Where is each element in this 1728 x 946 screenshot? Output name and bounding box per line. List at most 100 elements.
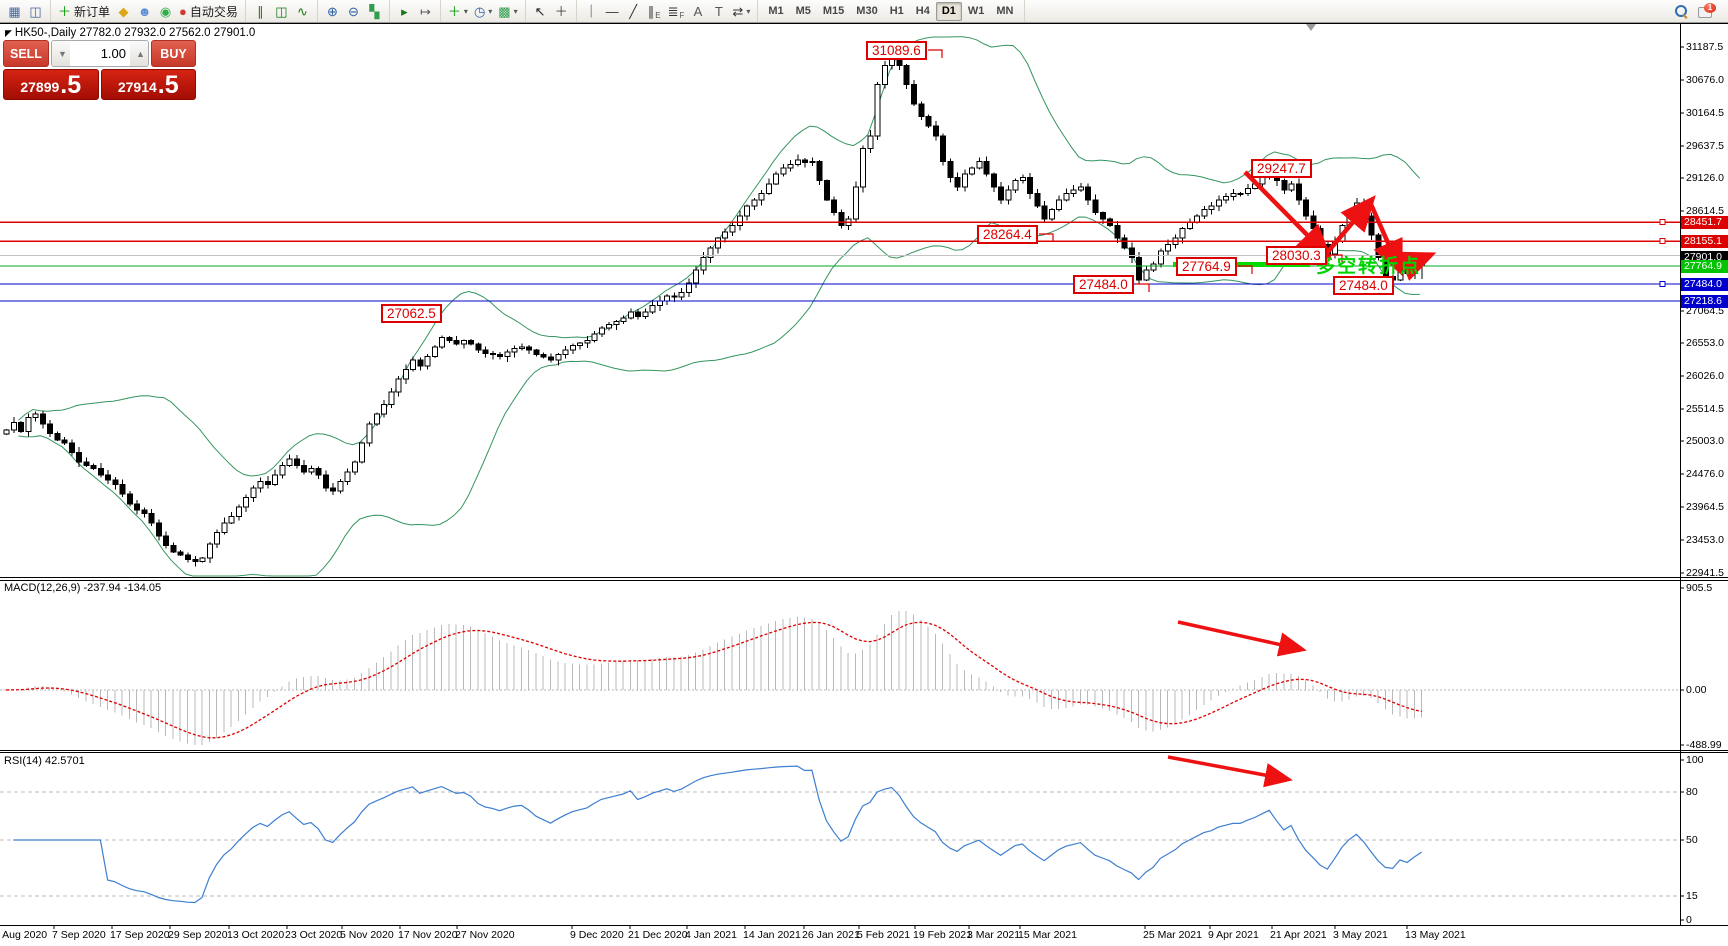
turning-point-annotation[interactable]: 多空转折点: [1316, 256, 1422, 277]
price-annotation-box[interactable]: 27484.0: [1333, 276, 1394, 295]
sell-price-panel[interactable]: 27899.5: [3, 69, 99, 100]
expert-advisors-button[interactable]: ☻: [134, 2, 155, 21]
price-axis-tick-label: 24476.0: [1686, 468, 1724, 480]
timeframe-m15[interactable]: M15: [817, 2, 850, 21]
macd-axis-tick-label: 0.00: [1686, 684, 1707, 696]
sell-button[interactable]: SELL: [3, 40, 49, 67]
templates-button[interactable]: ▩ ▾: [495, 2, 520, 21]
tool-letter: E: [655, 10, 661, 20]
indicators-icon: ＋: [447, 3, 461, 19]
time-axis-tick-label: 21 Dec 2020: [628, 929, 688, 941]
timeframe-h4[interactable]: H4: [910, 2, 936, 21]
indicators-button[interactable]: ＋ ▾: [445, 2, 471, 21]
rsi-axis-tick-label: 80: [1686, 786, 1698, 798]
volume-input[interactable]: [69, 41, 130, 66]
market-watch-button[interactable]: ◆: [113, 2, 134, 21]
price-annotation-box[interactable]: 27062.5: [381, 304, 442, 323]
timeframe-group: M1 M5 M15 M30 H1 H4 D1 W1 MN: [758, 0, 1025, 22]
new-order-icon: ＋: [58, 3, 72, 19]
time-axis-tick-label: 13 May 2021: [1405, 929, 1466, 941]
fibonacci-tool[interactable]: ≣ F: [665, 2, 688, 21]
autotrading-button[interactable]: ● 自动交易: [176, 2, 241, 21]
text-icon: A: [693, 3, 703, 19]
price-axis-tick-label: 30676.0: [1686, 74, 1724, 86]
price-axis-tick-label: 23453.0: [1686, 534, 1724, 546]
toolbar-group: ⊕ ⊖ ▚: [318, 0, 390, 22]
time-axis-tick-label: 5 Aug 2020: [0, 929, 48, 941]
text-tool[interactable]: A: [687, 2, 708, 21]
horizontal-line-tool[interactable]: —: [602, 2, 623, 21]
chart-profiles-button[interactable]: ◫: [25, 2, 46, 21]
volume-decrease-button[interactable]: ▼: [51, 41, 70, 66]
timeframe-m1[interactable]: M1: [762, 2, 789, 21]
buy-price-pips: .5: [157, 71, 179, 99]
chart-shift-button[interactable]: ↦: [415, 2, 436, 21]
templates-icon: ▩: [498, 3, 511, 19]
signals-button[interactable]: ◉: [155, 2, 176, 21]
expert-advisors-icon: ☻: [137, 3, 152, 19]
toolbar-group: ↖ ＋: [526, 0, 577, 22]
tile-windows-button[interactable]: ▚: [364, 2, 385, 21]
time-axis-tick-label: 9 Dec 2020: [570, 929, 624, 941]
trendline-tool[interactable]: ╱: [623, 2, 644, 21]
timeframe-mn[interactable]: MN: [990, 2, 1019, 21]
buy-price-panel[interactable]: 27914.5: [100, 69, 196, 100]
price-annotation-box[interactable]: 28264.4: [977, 225, 1038, 244]
macd-axis-tick-label: -488.99: [1686, 739, 1722, 751]
zoom-in-button[interactable]: ⊕: [322, 2, 343, 21]
price-annotation-box[interactable]: 29247.7: [1251, 159, 1312, 178]
time-axis-tick-label: 17 Sep 2020: [110, 929, 170, 941]
chat-notifications-icon[interactable]: 1: [1698, 2, 1716, 18]
price-axis-tick-label: 29126.0: [1686, 172, 1724, 184]
channel-icon: ∥: [647, 3, 655, 19]
dropdown-caret-icon: ▾: [513, 6, 518, 16]
timeframe-w1[interactable]: W1: [962, 2, 991, 21]
bar-chart-type-icon: ∥: [257, 3, 264, 19]
crosshair-tool-icon: ＋: [554, 3, 568, 19]
bar-chart-type-button[interactable]: ∥: [250, 2, 271, 21]
timeframe-m30[interactable]: M30: [850, 2, 883, 21]
new-chart-icon: ▦: [8, 3, 21, 19]
periods-button[interactable]: ◷ ▾: [471, 2, 495, 21]
vertical-line-tool[interactable]: ｜: [581, 2, 602, 21]
autotrading-icon: ●: [179, 3, 187, 19]
auto-scroll-button[interactable]: ▸: [394, 2, 415, 21]
arrows-tool[interactable]: ⇄ ▾: [729, 2, 753, 21]
macd-indicator-plot-area[interactable]: [0, 582, 1680, 750]
time-axis-tick-label: 25 Mar 2021: [1143, 929, 1202, 941]
price-annotation-box[interactable]: 31089.6: [866, 41, 927, 60]
time-axis-tick-label: 5 Feb 2021: [857, 929, 911, 941]
price-annotation-box[interactable]: 27484.0: [1073, 275, 1134, 294]
price-level-badge: 27484.0: [1681, 277, 1728, 291]
cursor-tool-button[interactable]: ↖: [530, 2, 551, 21]
zoom-out-button[interactable]: ⊖: [343, 2, 364, 21]
timeframe-m5[interactable]: M5: [790, 2, 817, 21]
chart-shift-marker-icon[interactable]: [1306, 24, 1316, 31]
candlestick-type-button[interactable]: ◫: [271, 2, 292, 21]
trendline-icon: ╱: [629, 3, 638, 19]
chat-unread-badge: 1: [1704, 2, 1716, 13]
dropdown-caret-icon: ▾: [463, 6, 468, 16]
sell-price-pips: .5: [60, 71, 82, 99]
timeframe-h1[interactable]: H1: [884, 2, 910, 21]
main-toolbar: ▦ ◫ ＋新订单 ◆ ☻ ◉ ● 自动交易 ∥ ◫ ∿ ⊕ ⊖ ▚ ▸ ↦ ＋ ▾ ◷ ▾ ▩ ▾ ↖ ＋｜ — ╱ ∥ E ≣ F A T ⇄…: [0, 0, 1728, 23]
main-chart-plot-area[interactable]: [0, 24, 1680, 577]
crosshair-tool-button[interactable]: ＋: [551, 2, 572, 21]
new-order-button[interactable]: ＋新订单: [55, 2, 113, 21]
buy-button[interactable]: BUY: [151, 40, 196, 67]
candlestick-type-icon: ◫: [275, 3, 288, 19]
price-annotation-box[interactable]: 27764.9: [1176, 257, 1237, 276]
line-chart-type-button[interactable]: ∿: [292, 2, 313, 21]
volume-increase-button[interactable]: ▲: [130, 41, 148, 66]
time-axis-tick-label: 21 Apr 2021: [1270, 929, 1327, 941]
rsi-indicator-plot-area[interactable]: [0, 754, 1680, 925]
one-click-trading-panel: SELL ▼ ▲ BUY 27899.5 27914.5: [3, 40, 196, 102]
timeframe-d1[interactable]: D1: [935, 1, 962, 21]
channel-tool[interactable]: ∥ E: [644, 2, 665, 21]
text-label-tool[interactable]: T: [708, 2, 729, 21]
new-chart-button[interactable]: ▦: [4, 2, 25, 21]
search-icon[interactable]: [1675, 4, 1688, 19]
price-annotation-box[interactable]: 28030.3: [1266, 246, 1327, 265]
time-axis-tick-label: 29 Sep 2020: [168, 929, 228, 941]
